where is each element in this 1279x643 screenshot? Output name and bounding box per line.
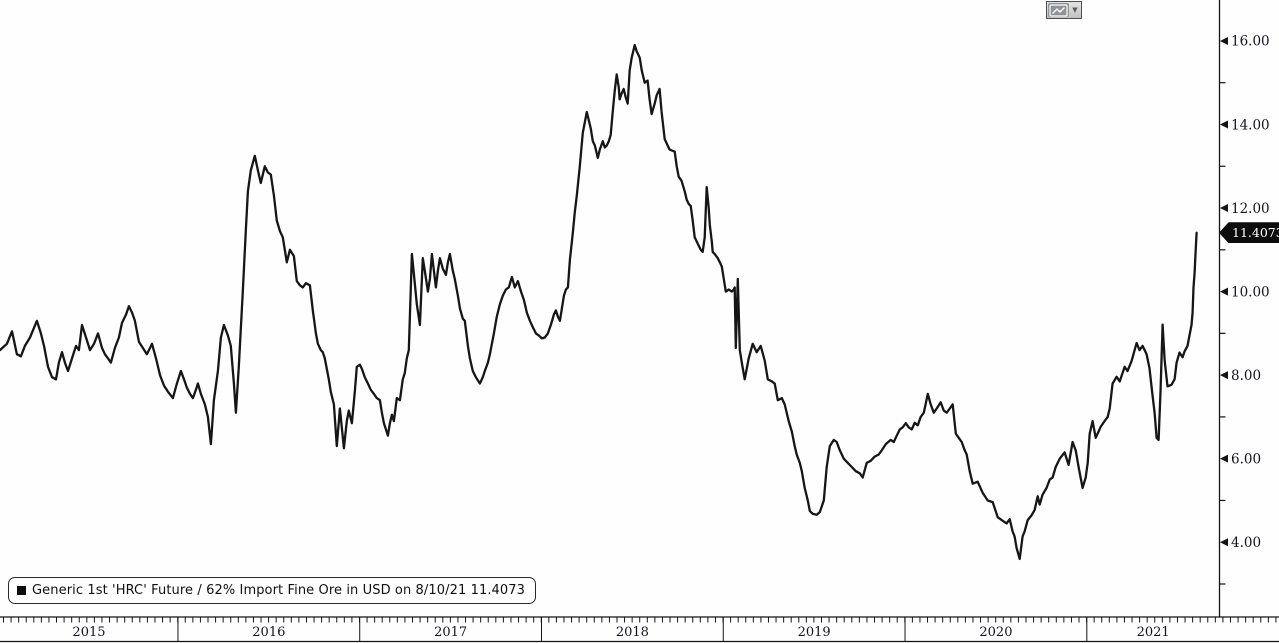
line-chart-icon: [1048, 3, 1069, 17]
last-price-label: 11.4073: [1219, 222, 1279, 244]
x-axis-year-label: 2021: [1137, 625, 1170, 640]
y-axis-tick-label: 16.00: [1231, 34, 1270, 50]
x-axis-year-label: 2018: [616, 625, 649, 640]
x-axis-year-label: 2019: [798, 625, 831, 640]
y-axis-tick-label: 4.00: [1231, 535, 1261, 551]
x-axis-year-label: 2016: [252, 625, 285, 640]
y-axis-tick-arrow: [1220, 287, 1228, 296]
series-legend-label: Generic 1st 'HRC' Future / 62% Import Fi…: [32, 583, 526, 598]
y-axis-tick-arrow: [1220, 36, 1228, 45]
x-axis-year-label: 2015: [72, 625, 105, 640]
chart-type-button[interactable]: ▼: [1046, 1, 1082, 19]
y-axis-tick-label: 12.00: [1231, 201, 1270, 217]
y-axis-tick-arrow: [1220, 204, 1228, 213]
y-axis-tick-arrow: [1220, 120, 1228, 129]
x-axis-year-label: 2017: [434, 625, 467, 640]
y-axis-tick-label: 8.00: [1231, 368, 1261, 384]
chart-legend[interactable]: Generic 1st 'HRC' Future / 62% Import Fi…: [8, 577, 537, 604]
y-axis-tick-label: 6.00: [1231, 451, 1261, 467]
y-axis-tick-label: 10.00: [1231, 284, 1270, 300]
x-axis-year-label: 2020: [979, 625, 1012, 640]
price-line-series: [0, 43, 1198, 561]
y-axis-tick-label: 14.00: [1231, 117, 1270, 133]
series-color-swatch: [17, 586, 26, 595]
y-axis-tick-arrow: [1220, 454, 1228, 463]
chevron-down-icon: ▼: [1072, 6, 1078, 14]
y-axis-tick-arrow: [1220, 371, 1228, 380]
y-axis-tick-arrow: [1220, 538, 1228, 547]
